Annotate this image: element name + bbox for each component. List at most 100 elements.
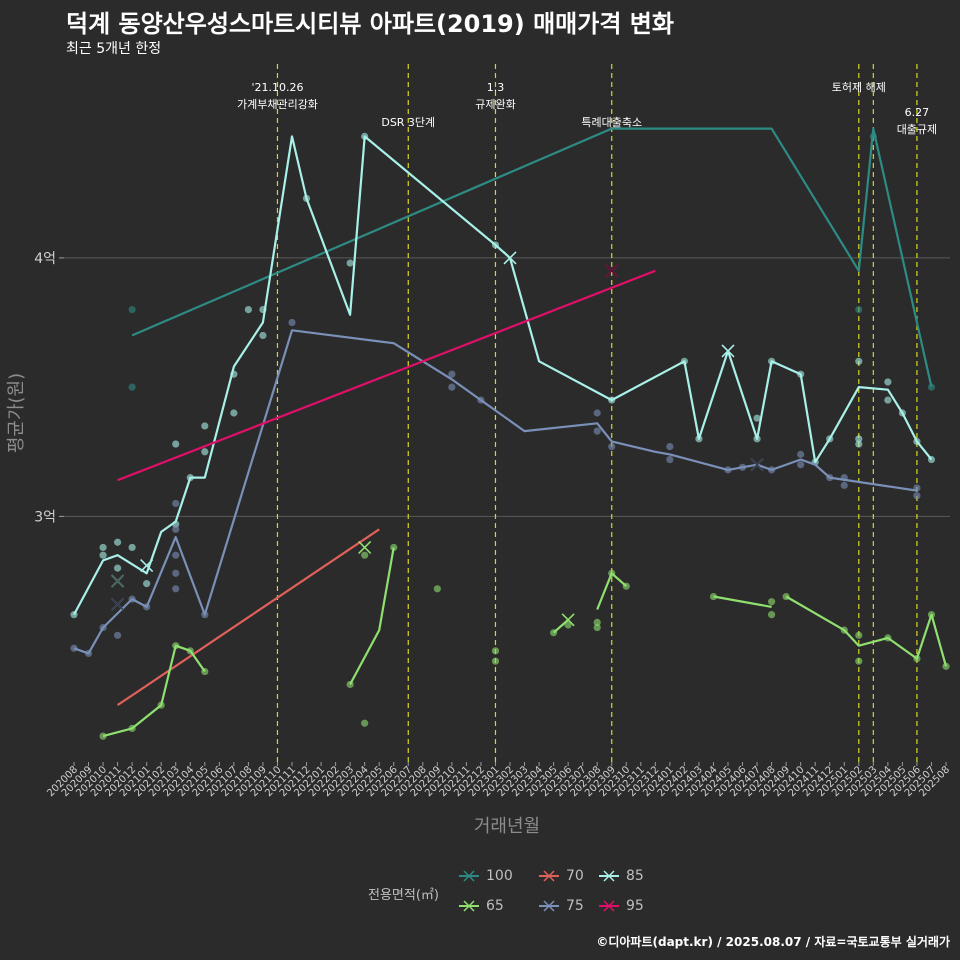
event-label: 특례대출축소 bbox=[581, 116, 642, 129]
legend-swatch-icon bbox=[539, 900, 559, 912]
series-line-65 bbox=[713, 595, 772, 608]
data-point bbox=[797, 450, 805, 458]
data-point bbox=[230, 409, 238, 417]
x-axis-title: 거래년월 bbox=[474, 816, 540, 837]
event-label: 규제완화 bbox=[475, 98, 515, 111]
data-point bbox=[172, 525, 180, 533]
data-point bbox=[128, 383, 136, 391]
data-point bbox=[855, 435, 863, 443]
series-line-65 bbox=[102, 644, 206, 738]
highlight-cross-marker bbox=[111, 597, 125, 611]
data-point bbox=[172, 499, 180, 508]
data-point bbox=[913, 492, 921, 500]
data-point bbox=[201, 422, 209, 430]
y-tick-label: 4억 bbox=[34, 251, 56, 267]
legend-item-85: 85 bbox=[598, 868, 644, 884]
data-point bbox=[114, 538, 122, 546]
legend-title: 전용면적(㎡) bbox=[368, 888, 439, 903]
data-point bbox=[172, 569, 180, 577]
data-point bbox=[666, 443, 674, 451]
series-line-65 bbox=[785, 595, 948, 667]
data-point bbox=[768, 611, 776, 619]
data-point bbox=[172, 585, 180, 593]
data-point bbox=[491, 647, 500, 655]
legend-label: 95 bbox=[626, 898, 644, 914]
data-point bbox=[448, 370, 456, 378]
highlight-cross-marker bbox=[605, 264, 619, 278]
data-point bbox=[593, 409, 601, 417]
series-line-65 bbox=[349, 547, 395, 685]
data-point bbox=[855, 357, 863, 365]
legend-item-70: 70 bbox=[538, 868, 584, 884]
data-point bbox=[244, 305, 252, 314]
legend-swatch-icon bbox=[459, 870, 479, 882]
data-cross-marker bbox=[358, 540, 372, 554]
data-point bbox=[128, 543, 136, 552]
data-point bbox=[433, 585, 441, 593]
data-point bbox=[346, 259, 354, 267]
legend-label: 65 bbox=[486, 898, 504, 914]
data-point bbox=[855, 440, 863, 448]
data-point bbox=[99, 551, 107, 559]
event-label: '21.10.26 bbox=[251, 81, 303, 94]
data-point bbox=[593, 618, 601, 627]
data-point bbox=[201, 448, 209, 456]
series-line-65 bbox=[552, 618, 569, 634]
series-85 bbox=[70, 132, 936, 619]
legend-item-65: 65 bbox=[458, 898, 504, 914]
event-label: 토허제 해제 bbox=[832, 80, 886, 94]
data-point bbox=[259, 331, 267, 340]
legend-label: 75 bbox=[566, 898, 584, 914]
legend-swatch-icon bbox=[599, 870, 619, 882]
chart-title: 덕계 동양산우성스마트시티뷰 아파트(2019) 매매가격 변화 bbox=[66, 10, 674, 38]
data-point bbox=[288, 318, 296, 327]
data-point bbox=[448, 383, 456, 391]
event-label: 대출규제 bbox=[897, 123, 937, 136]
data-point bbox=[666, 455, 674, 464]
legend-item-75: 75 bbox=[538, 898, 584, 914]
series-line-75 bbox=[73, 329, 918, 655]
data-point bbox=[143, 580, 151, 588]
data-point bbox=[855, 631, 863, 639]
y-tick-label: 3억 bbox=[34, 509, 56, 525]
legend-item-95: 95 bbox=[598, 898, 644, 914]
data-point bbox=[797, 461, 805, 469]
legend-item-100: 100 bbox=[458, 868, 513, 884]
event-label: 6.27 bbox=[905, 106, 930, 119]
series-line-65 bbox=[596, 572, 628, 610]
data-point bbox=[840, 481, 848, 489]
data-point bbox=[884, 378, 892, 386]
data-point bbox=[128, 305, 136, 314]
data-point bbox=[172, 551, 180, 559]
series-100 bbox=[128, 132, 936, 391]
data-point bbox=[884, 396, 892, 404]
data-point bbox=[753, 414, 761, 422]
y-axis-title: 평균가(원) bbox=[6, 373, 27, 453]
data-point bbox=[855, 657, 863, 665]
legend-label: 85 bbox=[626, 868, 644, 884]
legend-label: 70 bbox=[566, 868, 584, 884]
data-point bbox=[709, 592, 718, 601]
data-point bbox=[927, 383, 936, 391]
source-caption: ©디아파트(dapt.kr) / 2025.08.07 / 자료=국토교통부 실… bbox=[596, 935, 950, 949]
data-point bbox=[491, 657, 500, 665]
event-label: DSR 3단계 bbox=[381, 116, 435, 129]
data-point bbox=[114, 564, 122, 572]
event-label: 1.3 bbox=[487, 81, 505, 94]
data-point bbox=[99, 732, 107, 740]
data-point bbox=[99, 543, 107, 552]
legend-swatch-icon bbox=[459, 900, 479, 912]
data-point bbox=[564, 621, 572, 629]
legend-swatch-icon bbox=[539, 870, 559, 882]
data-point bbox=[593, 623, 601, 632]
highlight-cross-marker bbox=[111, 574, 125, 588]
data-point bbox=[361, 719, 369, 727]
data-point bbox=[172, 440, 180, 448]
data-point bbox=[942, 662, 950, 670]
series-line-85 bbox=[73, 135, 933, 616]
series-line-95 bbox=[117, 269, 656, 482]
series-line-70 bbox=[116, 528, 380, 707]
data-point bbox=[608, 443, 616, 451]
data-point bbox=[361, 551, 369, 559]
